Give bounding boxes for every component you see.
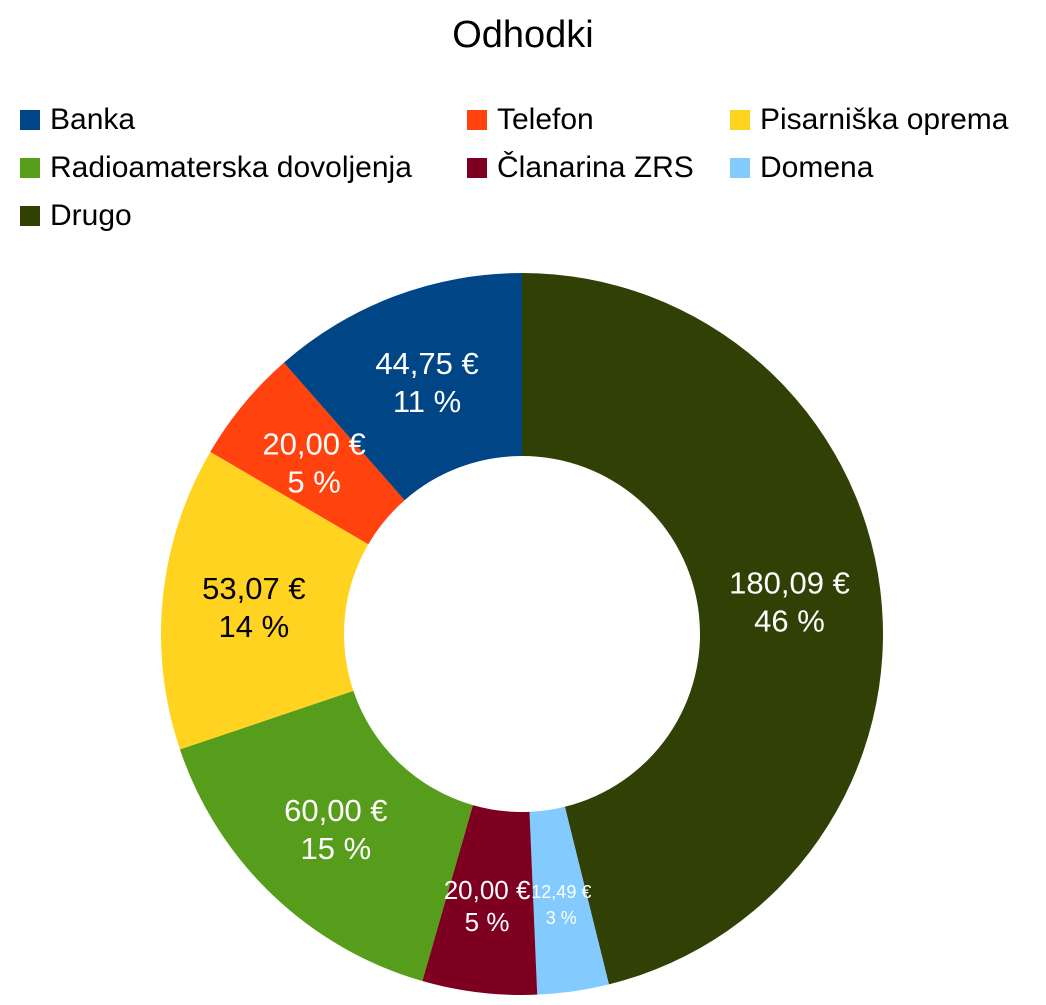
legend-label: Članarina ZRS xyxy=(497,151,694,184)
slice-value-label: 180,09 € xyxy=(729,565,850,600)
slice-percent-label: 14 % xyxy=(219,609,290,644)
legend-swatch xyxy=(730,158,750,178)
chart-legend: Banka Telefon Pisarniška oprema Radioama… xyxy=(20,96,1040,244)
legend-label: Drugo xyxy=(50,199,132,232)
legend-label: Banka xyxy=(50,103,136,136)
slice-percent-label: 46 % xyxy=(754,603,825,638)
legend-swatch xyxy=(20,206,40,226)
legend-item-telefon: Telefon xyxy=(467,96,594,144)
legend-swatch xyxy=(467,158,487,178)
slice-percent-label: 5 % xyxy=(465,907,510,937)
legend-label: Telefon xyxy=(497,103,594,136)
slice-value-label: 20,00 € xyxy=(262,427,365,462)
legend-swatch xyxy=(20,110,40,130)
slice-value-label: 20,00 € xyxy=(444,875,531,905)
slice-radioamaterska-dovoljenja xyxy=(179,690,473,981)
legend-swatch xyxy=(467,110,487,130)
legend-item-clanarina-zrs: Članarina ZRS xyxy=(467,144,694,192)
legend-item-pisarniska-oprema: Pisarniška oprema xyxy=(730,96,1008,144)
legend-swatch xyxy=(730,110,750,130)
legend-label: Radioamaterska dovoljenja xyxy=(50,151,412,184)
slice-clanarina-zrs xyxy=(422,805,538,996)
chart-title: Odhodki xyxy=(452,14,594,56)
legend-item-radioamaterska-dovoljenja: Radioamaterska dovoljenja xyxy=(20,144,412,192)
slice-drugo xyxy=(522,273,883,985)
slice-percent-label: 11 % xyxy=(393,384,461,419)
slice-value-label: 53,07 € xyxy=(202,571,305,606)
donut-labels: 180,09 €46 %12,49 €3 %20,00 €5 %60,00 €1… xyxy=(202,346,850,937)
legend-item-domena: Domena xyxy=(730,144,873,192)
slice-percent-label: 5 % xyxy=(287,465,340,500)
slice-percent-label: 3 % xyxy=(546,908,577,928)
slice-pisarniska-oprema xyxy=(160,451,369,750)
slice-value-label: 12,49 € xyxy=(531,882,591,902)
legend-item-banka: Banka xyxy=(20,96,135,144)
slice-domena xyxy=(529,806,609,995)
donut-slices xyxy=(160,273,883,996)
legend-item-drugo: Drugo xyxy=(20,192,132,240)
slice-value-label: 44,75 € xyxy=(375,346,478,381)
slice-telefon xyxy=(210,362,405,545)
legend-swatch xyxy=(20,158,40,178)
slice-banka xyxy=(283,273,522,501)
legend-label: Domena xyxy=(760,151,874,184)
slice-value-label: 60,00 € xyxy=(284,793,387,828)
slice-percent-label: 15 % xyxy=(301,831,372,866)
legend-label: Pisarniška oprema xyxy=(760,103,1009,136)
